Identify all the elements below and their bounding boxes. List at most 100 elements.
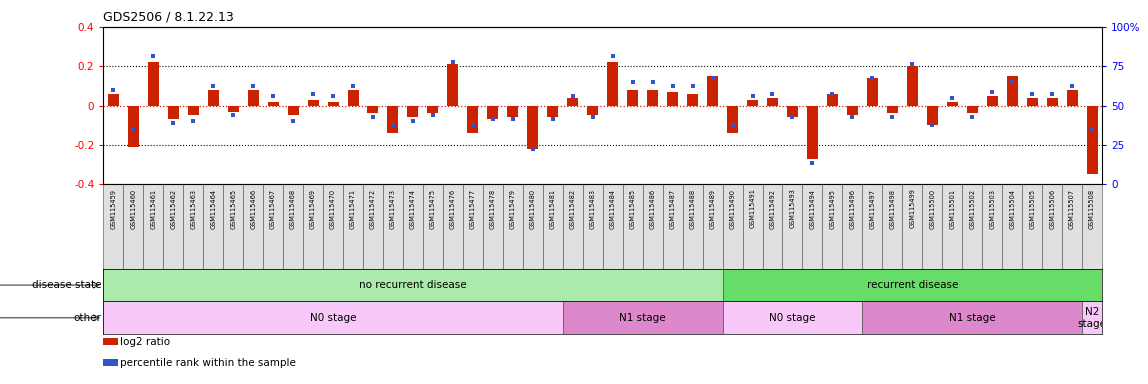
Text: N2
stage: N2 stage (1078, 307, 1107, 329)
Bar (103, 184, 123, 269)
Bar (1083, 184, 1102, 269)
Text: GSM115502: GSM115502 (969, 189, 976, 228)
Bar (767, 98, 778, 106)
Text: no recurrent disease: no recurrent disease (359, 280, 467, 290)
Bar (103, 269, 722, 301)
Text: GDS2506 / 8.1.22.13: GDS2506 / 8.1.22.13 (103, 10, 234, 23)
Bar (1022, 184, 1042, 269)
Bar (703, 184, 722, 269)
Bar (422, 184, 443, 269)
Bar (163, 184, 184, 269)
Bar (943, 184, 962, 269)
Bar (208, 90, 218, 106)
Bar (926, 106, 938, 125)
Text: GSM115490: GSM115490 (729, 189, 736, 228)
Bar (862, 301, 1083, 334)
Bar (1087, 106, 1097, 174)
Bar (144, 184, 163, 269)
Text: log2 ratio: log2 ratio (119, 337, 170, 347)
Text: GSM115482: GSM115482 (569, 189, 576, 228)
Bar (783, 184, 802, 269)
Bar (1007, 76, 1017, 106)
Bar (383, 184, 403, 269)
Bar (363, 184, 383, 269)
Bar (527, 106, 538, 149)
Bar (887, 106, 898, 114)
Text: GSM115506: GSM115506 (1049, 189, 1055, 228)
Bar (188, 106, 199, 116)
Bar (722, 301, 862, 334)
Bar (1042, 184, 1062, 269)
Text: GSM115473: GSM115473 (390, 189, 396, 228)
Text: GSM115489: GSM115489 (709, 189, 715, 228)
Bar (627, 90, 638, 106)
Bar (843, 184, 862, 269)
Text: GSM115478: GSM115478 (490, 189, 496, 228)
Text: GSM115481: GSM115481 (550, 189, 556, 228)
Text: GSM115492: GSM115492 (769, 189, 776, 228)
Text: GSM115464: GSM115464 (210, 189, 216, 228)
Bar (308, 100, 318, 106)
Bar (683, 184, 703, 269)
Bar (743, 184, 762, 269)
Text: GSM115468: GSM115468 (290, 189, 296, 228)
Bar (488, 106, 498, 119)
Text: GSM115488: GSM115488 (690, 189, 696, 228)
Bar (227, 106, 239, 111)
Bar (522, 184, 543, 269)
Text: other: other (73, 313, 101, 323)
Bar (483, 184, 503, 269)
Bar (567, 98, 579, 106)
Bar (168, 106, 179, 119)
Text: GSM115472: GSM115472 (370, 189, 377, 228)
Text: GSM115461: GSM115461 (150, 189, 156, 228)
Bar (1066, 90, 1078, 106)
Bar (722, 269, 1102, 301)
Bar (662, 184, 683, 269)
Bar (288, 106, 298, 116)
Text: N1 stage: N1 stage (619, 313, 666, 323)
Text: GSM115493: GSM115493 (790, 189, 796, 228)
Text: GSM115485: GSM115485 (629, 189, 636, 228)
Bar (867, 78, 878, 106)
Bar (647, 90, 658, 106)
Text: GSM115475: GSM115475 (429, 189, 436, 228)
Bar (667, 92, 678, 106)
Text: GSM115497: GSM115497 (869, 189, 876, 228)
Bar (403, 184, 422, 269)
Bar (108, 94, 118, 106)
Text: GSM115494: GSM115494 (809, 189, 815, 228)
Bar (388, 106, 398, 133)
Text: GSM115486: GSM115486 (650, 189, 656, 228)
Text: GSM115504: GSM115504 (1009, 189, 1015, 228)
Text: GSM115500: GSM115500 (929, 189, 936, 228)
Bar (967, 106, 978, 114)
Bar (1002, 184, 1022, 269)
Bar (1062, 184, 1083, 269)
Bar (807, 106, 817, 159)
Text: GSM115498: GSM115498 (890, 189, 895, 228)
Bar (1026, 98, 1038, 106)
Bar (747, 100, 758, 106)
Text: GSM115491: GSM115491 (750, 189, 755, 228)
Bar (643, 184, 662, 269)
Text: GSM115467: GSM115467 (270, 189, 277, 228)
Bar (443, 184, 463, 269)
Bar (987, 96, 998, 106)
Text: GSM115459: GSM115459 (110, 189, 116, 228)
Text: GSM115462: GSM115462 (170, 189, 177, 228)
Bar (408, 106, 418, 118)
Text: GSM115463: GSM115463 (191, 189, 196, 228)
Bar (267, 102, 279, 106)
Text: N0 stage: N0 stage (310, 313, 356, 323)
Text: recurrent disease: recurrent disease (867, 280, 957, 290)
Bar (203, 184, 223, 269)
Text: GSM115496: GSM115496 (850, 189, 855, 228)
Text: GSM115460: GSM115460 (130, 189, 137, 228)
Bar (327, 102, 339, 106)
Bar (284, 184, 303, 269)
Bar (543, 184, 563, 269)
Bar (127, 106, 139, 147)
Bar (822, 184, 843, 269)
Text: GSM115479: GSM115479 (510, 189, 515, 228)
